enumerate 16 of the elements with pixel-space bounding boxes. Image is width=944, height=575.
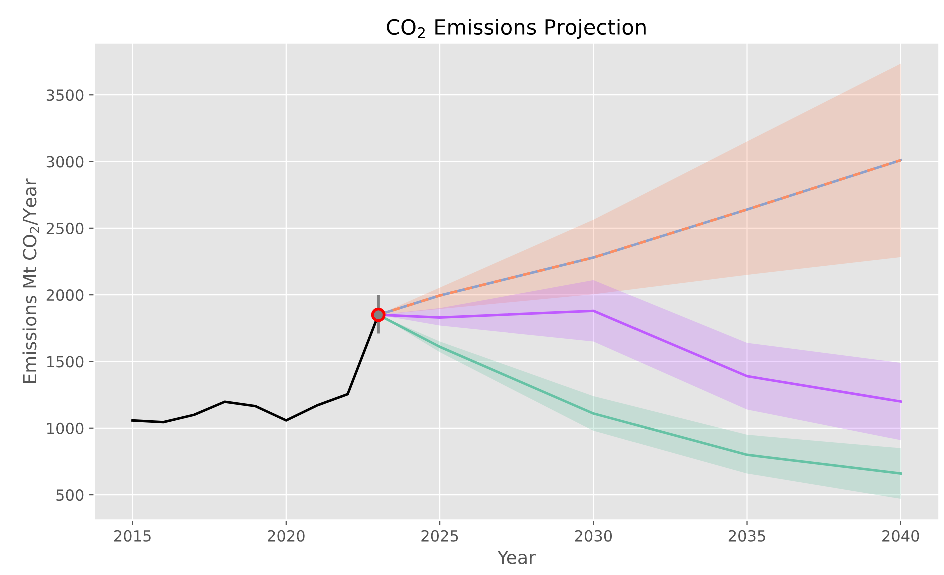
x-tick-label: 2030 [575, 530, 612, 542]
y-tick-label: 1500 [47, 356, 84, 368]
y-tick-label: 2500 [46, 222, 84, 234]
chart-title: CO$_{2}$ Emissions Projection [387, 18, 646, 40]
x-tick-label: 2020 [268, 530, 305, 542]
y-tick-label: 1000 [47, 422, 84, 434]
y-tick-label: 2000 [46, 290, 84, 302]
x-tick-label: 2040 [882, 530, 920, 542]
x-tick-label: 2035 [728, 530, 766, 542]
y-tick-label: 3000 [46, 156, 84, 168]
x-tick-label: 2015 [114, 530, 151, 542]
y-tick-label: 500 [56, 490, 84, 502]
x-tick-label: 2025 [422, 530, 458, 542]
y-tick-label: 3500 [46, 90, 84, 102]
y-axis-title: Emissions Mt CO$_{2}$/Year [22, 178, 40, 384]
x-axis-title: Year [498, 550, 536, 564]
